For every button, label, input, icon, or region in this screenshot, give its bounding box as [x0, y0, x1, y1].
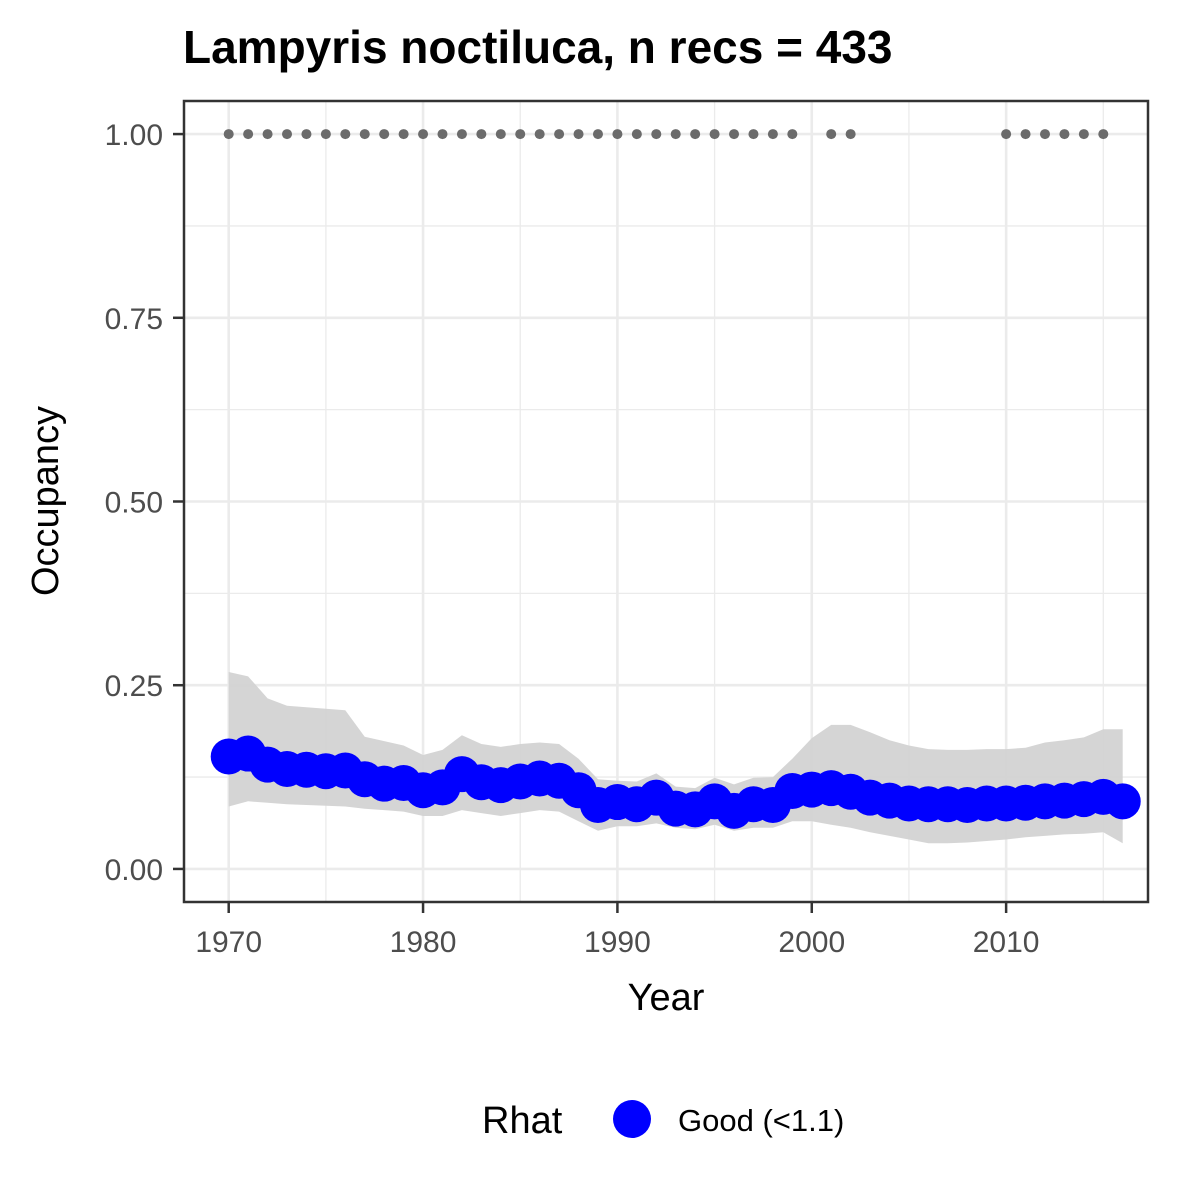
x-axis-title: Year	[628, 977, 705, 1019]
y-tick-label: 0.25	[105, 670, 163, 703]
record-point	[495, 129, 506, 140]
record-points	[223, 129, 1109, 140]
record-point	[379, 129, 390, 140]
record-point	[690, 129, 701, 140]
record-point	[359, 129, 370, 140]
x-tick-label: 1970	[195, 926, 262, 959]
x-tick-label: 2010	[973, 926, 1040, 959]
record-point	[554, 129, 565, 140]
record-point	[320, 129, 331, 140]
record-point	[282, 129, 293, 140]
record-point	[1098, 129, 1109, 140]
occupancy-point	[1104, 783, 1141, 820]
record-point	[748, 129, 759, 140]
y-axis-title: Occupancy	[25, 406, 67, 596]
legend-title: Rhat	[482, 1100, 563, 1142]
x-tick-label: 1980	[390, 926, 457, 959]
y-axis: 0.00 0.25 0.50 0.75 1.00	[105, 119, 184, 887]
record-point	[223, 129, 234, 140]
legend: Rhat Good (<1.1)	[482, 1100, 844, 1142]
record-point	[418, 129, 429, 140]
record-point	[826, 129, 837, 140]
record-point	[592, 129, 603, 140]
record-point	[573, 129, 584, 140]
record-point	[456, 129, 467, 140]
chart-title: Lampyris noctiluca, n recs = 433	[183, 21, 893, 73]
record-point	[515, 129, 526, 140]
record-point	[301, 129, 312, 140]
y-tick-label: 0.75	[105, 303, 163, 336]
legend-key-good	[613, 1100, 651, 1138]
record-point	[651, 129, 662, 140]
x-axis: 1970 1980 1990 2000 2010	[195, 902, 1039, 959]
y-tick-label: 1.00	[105, 119, 163, 152]
record-point	[709, 129, 720, 140]
x-tick-label: 2000	[778, 926, 845, 959]
record-point	[670, 129, 681, 140]
record-point	[767, 129, 778, 140]
record-point	[1078, 129, 1089, 140]
occupancy-points	[210, 735, 1141, 829]
y-tick-label: 0.50	[105, 487, 163, 520]
y-tick-label: 0.00	[105, 854, 163, 887]
record-point	[845, 129, 856, 140]
record-point	[437, 129, 448, 140]
record-point	[631, 129, 642, 140]
legend-label-good: Good (<1.1)	[678, 1103, 844, 1138]
record-point	[398, 129, 409, 140]
record-point	[476, 129, 487, 140]
record-point	[534, 129, 545, 140]
record-point	[1059, 129, 1070, 140]
record-point	[262, 129, 273, 140]
record-point	[1039, 129, 1050, 140]
record-point	[1001, 129, 1012, 140]
record-point	[243, 129, 254, 140]
record-point	[340, 129, 351, 140]
record-point	[787, 129, 798, 140]
record-point	[1020, 129, 1031, 140]
record-point	[729, 129, 740, 140]
record-point	[612, 129, 623, 140]
x-tick-label: 1990	[584, 926, 651, 959]
